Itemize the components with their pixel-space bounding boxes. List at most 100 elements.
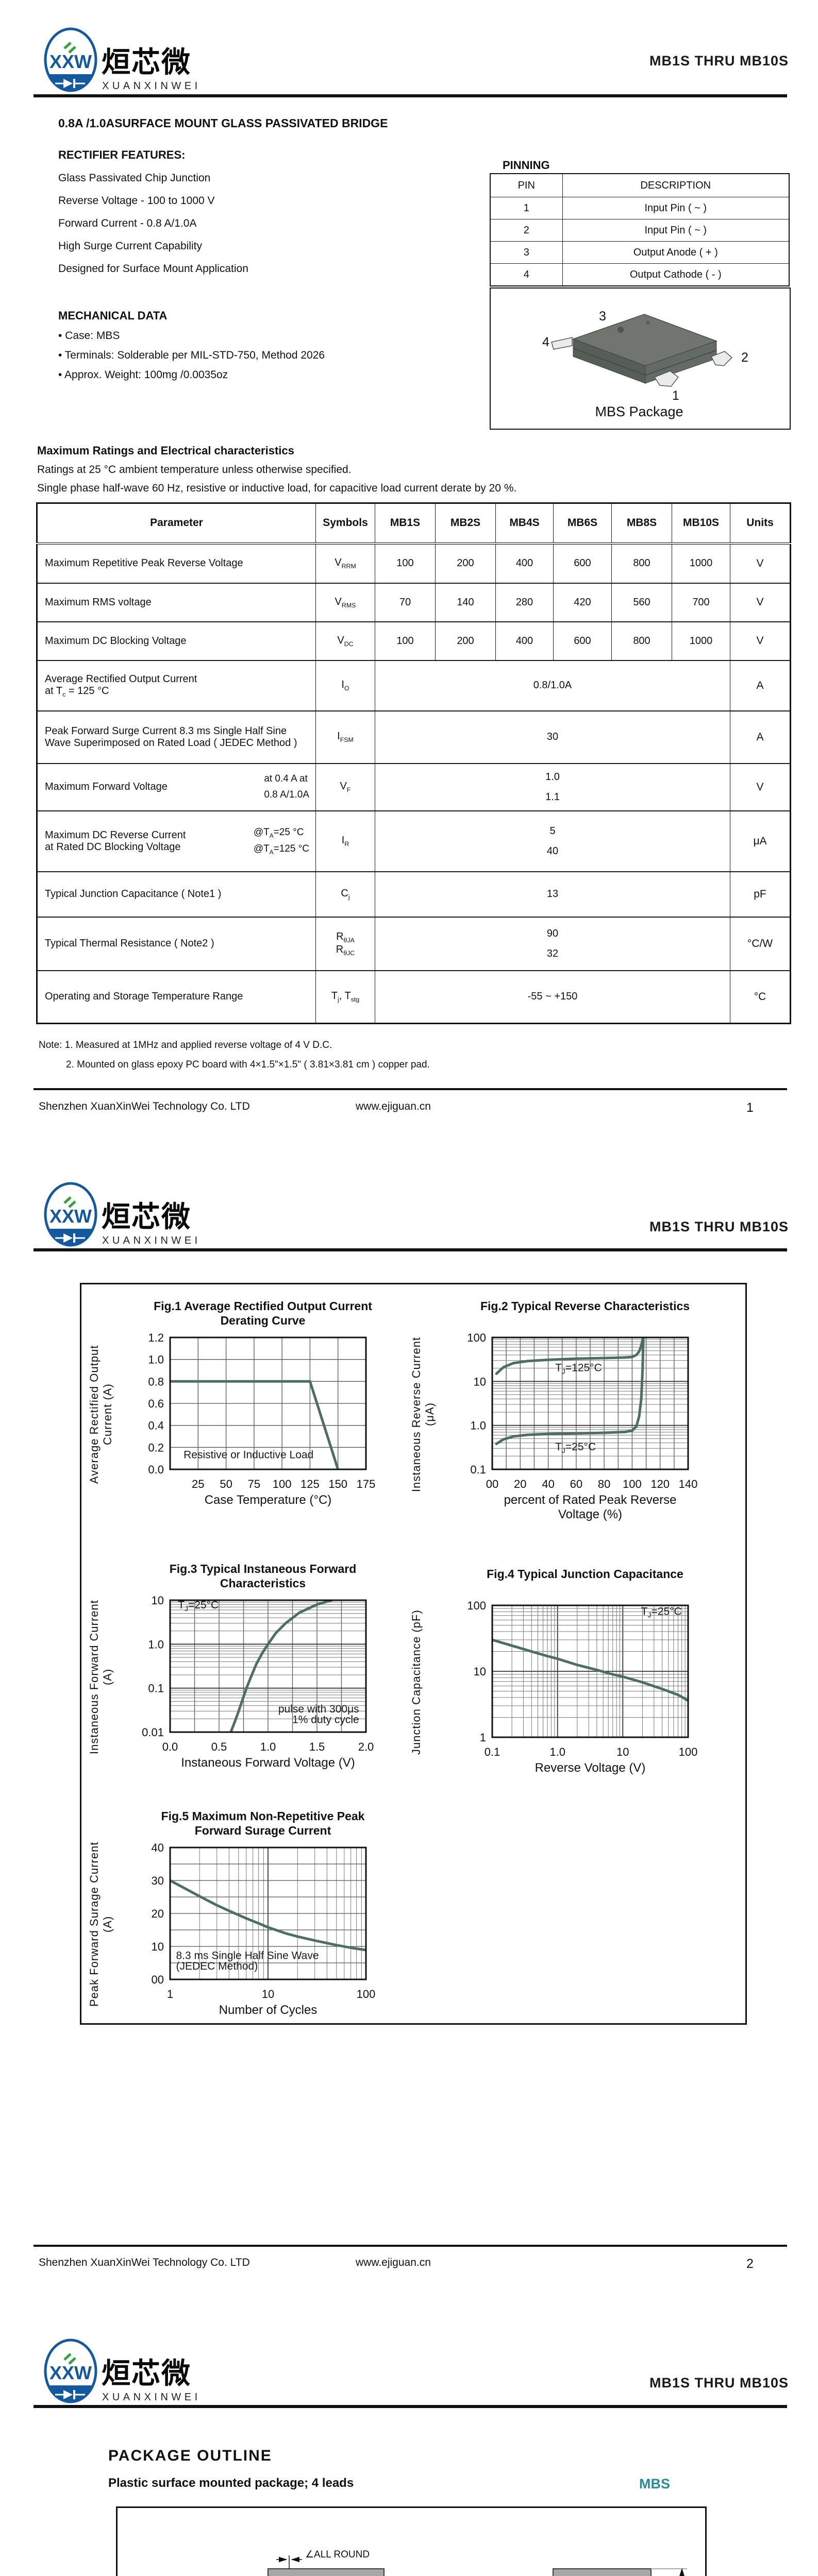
header-rule (34, 2405, 787, 2408)
chart-title: Fig.2 Typical Reverse Characteristics (480, 1299, 690, 1313)
x-axis-label: Case Temperature (°C) (204, 1493, 332, 1507)
footer-company: Shenzhen XuanXinWei Technology Co. LTD (39, 2257, 250, 2268)
logo-en-name: XUANXINWEI (102, 2392, 201, 2403)
y-tick-label: 10 (152, 1940, 164, 1953)
y-tick-label: 0.8 (148, 1375, 164, 1388)
x-tick-label: 0.0 (162, 1740, 178, 1753)
header-rule (34, 94, 787, 97)
ratings-subtitle: Single phase half-wave 60 Hz, resistive … (37, 482, 517, 494)
param-cell: Maximum DC Reverse Current at Rated DC Bl… (37, 810, 316, 872)
x-tick-label: 2.0 (358, 1740, 374, 1753)
ratings-header-cell: MB2S (435, 503, 496, 544)
figure-fig5: Fig.5 Maximum Non-Repetitive Peak Forward… (88, 1808, 428, 2040)
ratings-title: Maximum Ratings and Electrical character… (37, 444, 294, 457)
pinning-title: PINNING (503, 159, 550, 172)
pinning-header-cell: PIN (490, 173, 563, 197)
pin-description-cell: Input Pin ( ~ ) (562, 219, 790, 242)
x-tick-label: 40 (542, 1478, 554, 1490)
pinning-row: 1 Input Pin ( ~ ) (490, 197, 790, 219)
ratings-table: Parameter Symbols MB1S MB2S MB4S MB6S MB… (36, 502, 791, 1024)
symbol-cell: Cj (315, 871, 375, 917)
feature-item: Designed for Surface Mount Application (58, 263, 248, 275)
x-tick-label: 20 (514, 1478, 526, 1490)
y-tick-label: 0.2 (148, 1441, 164, 1454)
ratings-header-cell: MB1S (375, 503, 436, 544)
feature-item: Reverse Voltage - 100 to 1000 V (58, 195, 215, 207)
value-cell: 1.0 1.1 (375, 763, 730, 811)
y-tick-label: 1.0 (470, 1419, 486, 1432)
chart-annotation: TJ=125°C (555, 1362, 602, 1376)
mbs-package-drawing: 3 4 2 1 MBS Package (542, 309, 748, 419)
pin-description-cell: Output Cathode ( - ) (562, 263, 790, 286)
x-tick-label: 00 (486, 1478, 498, 1490)
ratings-row-io: Average Rectified Output Current at Tc =… (37, 660, 791, 711)
chart-title: Derating Curve (220, 1314, 306, 1327)
ratings-header-cell: MB8S (611, 503, 672, 544)
unit-cell: V (730, 763, 791, 811)
pin-description-cell: Output Anode ( + ) (562, 241, 790, 264)
doc-title: MB1S THRU MB10S (649, 53, 789, 69)
pin-number-cell: 3 (490, 241, 563, 264)
logo-cn-name: 烜芯微 (102, 46, 191, 78)
fig1-plot: 25 50 75 100 125 150 175 0.0 0.2 0.4 0.6 0.8 1.0 1.2 R… (148, 1331, 375, 1490)
chart-annotation: TJ=25°C (555, 1441, 596, 1454)
fig4-plot: 0.1 1.0 10 100 1 10 100 TJ=25°C (467, 1599, 698, 1758)
symbol-cell: VF (315, 763, 375, 811)
pkg-caption: MBS Package (595, 404, 683, 419)
pin-description-cell: Input Pin ( ~ ) (562, 197, 790, 219)
y-tick-label: 40 (152, 1841, 164, 1854)
ratings-row-ifsm: Peak Forward Surge Current 8.3 ms Single… (37, 710, 791, 764)
footer-website: www.ejiguan.cn (356, 1100, 431, 1112)
logo-cn-name: 烜芯微 (102, 1200, 191, 1233)
logo-graphic: XXW 烜芯微 XUANXINWEI (44, 27, 201, 92)
chart-title: Characteristics (220, 1577, 306, 1590)
mech-item: • Terminals: Solderable per MIL-STD-750,… (58, 349, 325, 361)
value-cell: 100 (375, 621, 436, 660)
x-axis-label: percent of Rated Peak Reverse Voltage (%… (504, 1493, 677, 1521)
logo-en-name: XUANXINWEI (102, 80, 201, 92)
ratings-header-cell: Units (730, 503, 791, 544)
x-axis-label: Number of Cycles (219, 2003, 318, 2017)
ratings-row-vrrm: Maximum Repetitive Peak Reverse Voltage … (37, 543, 791, 583)
company-logo: XXW 烜芯微 XUANXINWEI (44, 2338, 204, 2405)
mech-item: • Approx. Weight: 100mg /0.0035oz (58, 369, 228, 381)
value-cell: 70 (375, 583, 436, 622)
y-tick-label: 1.2 (148, 1331, 164, 1344)
x-tick-label: 120 (650, 1478, 670, 1490)
chart-series-TJ=125C (495, 1337, 645, 1375)
x-tick-label: 100 (273, 1478, 292, 1490)
unit-cell: A (730, 660, 791, 711)
chart-annotation: 1% duty cycle (292, 1714, 359, 1726)
param-cell: Maximum DC Blocking Voltage (37, 621, 316, 660)
pinning-table: PIN DESCRIPTION 1 Input Pin ( ~ ) 2 Input P… (490, 173, 790, 286)
value-cell: 5 40 (375, 810, 730, 872)
company-logo: XXW 烜芯微 XUANXINWEI (44, 1181, 204, 1248)
y-tick-label: 0.6 (148, 1397, 164, 1410)
param-cell: Maximum Repetitive Peak Reverse Voltage (37, 543, 316, 583)
x-tick-label: 60 (570, 1478, 582, 1490)
x-tick-label: 100 (623, 1478, 642, 1490)
ratings-header-row: Parameter Symbols MB1S MB2S MB4S MB6S MB… (37, 503, 791, 544)
y-tick-label: 0.1 (148, 1682, 164, 1695)
y-tick-label: 0.01 (142, 1726, 164, 1739)
x-tick-label: 100 (679, 1745, 698, 1758)
x-tick-label: 0.5 (211, 1740, 227, 1753)
param-cell: Typical Junction Capacitance ( Note1 ) (37, 871, 316, 917)
x-tick-label: 50 (220, 1478, 232, 1490)
param-cell: Peak Forward Surge Current 8.3 ms Single… (37, 710, 316, 764)
ratings-row-cj: Typical Junction Capacitance ( Note1 ) C… (37, 871, 791, 917)
x-tick-label: 150 (328, 1478, 347, 1490)
value-cell: 1000 (672, 621, 730, 660)
pin-number-cell: 2 (490, 219, 563, 242)
chart-annotation: pulse with 300μs (278, 1703, 359, 1715)
dim-label-allround: ∠ALL ROUND (305, 2549, 370, 2560)
package-outline-subtitle: Plastic surface mounted package; 4 leads (108, 2476, 354, 2490)
param-cell: Operating and Storage Temperature Range (37, 970, 316, 1024)
feature-item: Forward Current - 0.8 A/1.0A (58, 217, 197, 229)
pkg-lead (551, 337, 573, 350)
pinning-header-row: PIN DESCRIPTION (490, 173, 790, 197)
logo-monogram: XXW (49, 2362, 92, 2383)
package-outline-box: ∠ALL ROUND a c L L1 HE (116, 2506, 707, 2576)
company-logo: XXW 烜芯微 XUANXINWEI (44, 27, 204, 94)
x-tick-label: 0.1 (485, 1745, 500, 1758)
